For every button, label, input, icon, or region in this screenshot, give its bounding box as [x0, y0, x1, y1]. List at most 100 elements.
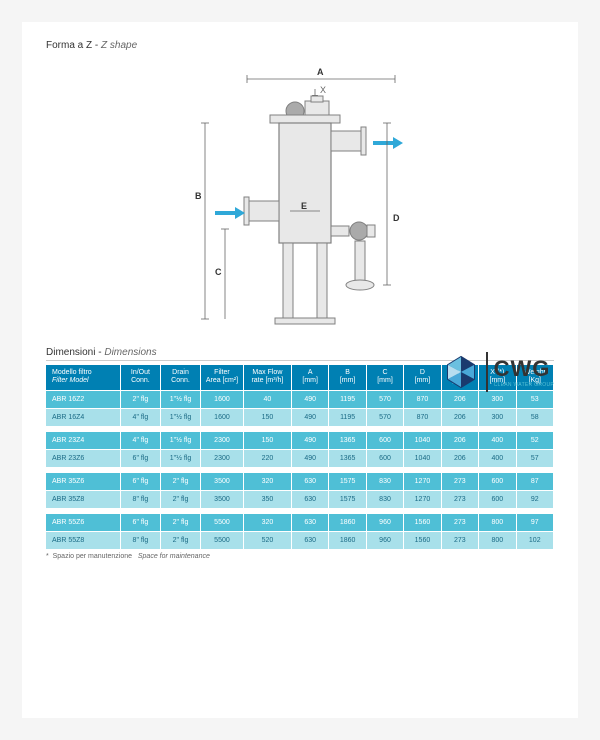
- filter-diagram: A X B C D E: [155, 61, 445, 341]
- table-cell: 1600: [201, 408, 244, 426]
- table-cell: 300: [479, 390, 516, 408]
- dimensions-table: Modello filtroFilter ModelIn/OutConn.Dra…: [46, 365, 554, 549]
- table-cell: 5500: [201, 531, 244, 549]
- table-cell: 57: [517, 449, 555, 467]
- table-cell: 53: [517, 390, 555, 408]
- table-cell: 1270: [404, 472, 441, 490]
- table-cell: 400: [479, 431, 516, 449]
- table-header-cell: A[mm]: [292, 365, 329, 390]
- table-cell: 1600: [201, 390, 244, 408]
- table-cell: 4" flg: [121, 408, 161, 426]
- table-cell: 1040: [404, 449, 441, 467]
- table-cell: ABR 35Z8: [46, 490, 121, 508]
- table-row: ABR 55Z88" flg2" flg55005206301860960156…: [46, 531, 554, 549]
- footnote: * Spazio per manutenzione Space for main…: [46, 553, 554, 560]
- table-header-cell: FilterArea [cm²]: [201, 365, 244, 390]
- table-cell: 6" flg: [121, 513, 161, 531]
- table-row: ABR 23Z44" flg1"½ flg2300150490136560010…: [46, 431, 554, 449]
- table-row: ABR 35Z88" flg2" flg35003506301575830127…: [46, 490, 554, 508]
- table-cell: 1575: [329, 490, 366, 508]
- table-row: ABR 55Z66" flg2" flg55003206301860960156…: [46, 513, 554, 531]
- cwg-logo: CWG CLEAN WATER GROUP: [442, 352, 554, 392]
- table-cell: 52: [517, 431, 555, 449]
- dim-label-c: C: [215, 267, 222, 277]
- table-cell: 630: [292, 472, 329, 490]
- table-cell: 150: [244, 408, 292, 426]
- table-cell: 630: [292, 490, 329, 508]
- table-row: ABR 16Z22" flg1"½ flg1600404901195570870…: [46, 390, 554, 408]
- dim-title-label: Dimensioni: [46, 347, 95, 358]
- table-cell: 490: [292, 449, 329, 467]
- dim-label-b: B: [195, 191, 202, 201]
- table-row: ABR 23Z66" flg1"½ flg2300220490136560010…: [46, 449, 554, 467]
- table-cell: 800: [479, 513, 516, 531]
- table-cell: 400: [479, 449, 516, 467]
- table-cell: 490: [292, 408, 329, 426]
- table-cell: 206: [442, 390, 479, 408]
- table-header-cell: Modello filtroFilter Model: [46, 365, 121, 390]
- table-cell: 2" flg: [161, 531, 201, 549]
- table-cell: 6" flg: [121, 472, 161, 490]
- dim-label-a: A: [317, 67, 324, 77]
- logo-text: CWG: [494, 356, 554, 382]
- table-cell: 1270: [404, 490, 441, 508]
- table-cell: 600: [367, 449, 404, 467]
- table-cell: 870: [404, 408, 441, 426]
- table-cell: 570: [367, 408, 404, 426]
- table-cell: 6" flg: [121, 449, 161, 467]
- table-cell: ABR 16Z4: [46, 408, 121, 426]
- table-header-cell: D[mm]: [404, 365, 441, 390]
- table-cell: 1"½ flg: [161, 449, 201, 467]
- dim-title-italic: Dimensions: [104, 347, 156, 358]
- table-cell: 1560: [404, 531, 441, 549]
- dim-label-x: X: [320, 85, 326, 95]
- table-cell: 273: [442, 513, 479, 531]
- table-cell: 273: [442, 531, 479, 549]
- table-header-cell: In/OutConn.: [121, 365, 161, 390]
- table-cell: 273: [442, 490, 479, 508]
- table-cell: ABR 23Z4: [46, 431, 121, 449]
- shape-title-label: Forma a Z: [46, 40, 92, 51]
- table-cell: 960: [367, 513, 404, 531]
- table-cell: 1195: [329, 390, 366, 408]
- table-cell: 830: [367, 490, 404, 508]
- table-row: ABR 16Z44" flg1"½ flg1600150490119557087…: [46, 408, 554, 426]
- logo-icon: [442, 353, 480, 391]
- table-cell: ABR 23Z6: [46, 449, 121, 467]
- table-cell: 2" flg: [121, 390, 161, 408]
- table-cell: 490: [292, 390, 329, 408]
- table-cell: 1"½ flg: [161, 408, 201, 426]
- table-cell: 600: [479, 472, 516, 490]
- table-cell: 8" flg: [121, 531, 161, 549]
- table-cell: 1860: [329, 531, 366, 549]
- table-cell: 1575: [329, 472, 366, 490]
- table-cell: 1"½ flg: [161, 390, 201, 408]
- table-cell: 2" flg: [161, 490, 201, 508]
- table-header-cell: DrainConn.: [161, 365, 201, 390]
- table-cell: 4" flg: [121, 431, 161, 449]
- table-cell: 5500: [201, 513, 244, 531]
- table-cell: 870: [404, 390, 441, 408]
- logo-subtext: CLEAN WATER GROUP: [494, 382, 554, 388]
- table-cell: 490: [292, 431, 329, 449]
- table-cell: 2" flg: [161, 513, 201, 531]
- logo-text-wrap: CWG CLEAN WATER GROUP: [494, 356, 554, 388]
- table-cell: 960: [367, 531, 404, 549]
- table-cell: 320: [244, 513, 292, 531]
- table-cell: 2" flg: [161, 472, 201, 490]
- table-cell: 92: [517, 490, 555, 508]
- table-cell: 1860: [329, 513, 366, 531]
- table-cell: 1040: [404, 431, 441, 449]
- table-cell: 2300: [201, 431, 244, 449]
- table-cell: 1365: [329, 431, 366, 449]
- diagram-svg: [155, 61, 445, 341]
- footnote-star: *: [46, 553, 49, 560]
- table-cell: 800: [479, 531, 516, 549]
- table-cell: 58: [517, 408, 555, 426]
- table-cell: 320: [244, 472, 292, 490]
- table-cell: 97: [517, 513, 555, 531]
- table-cell: ABR 35Z6: [46, 472, 121, 490]
- logo-divider: [486, 352, 488, 392]
- table-cell: 1560: [404, 513, 441, 531]
- table-cell: 2300: [201, 449, 244, 467]
